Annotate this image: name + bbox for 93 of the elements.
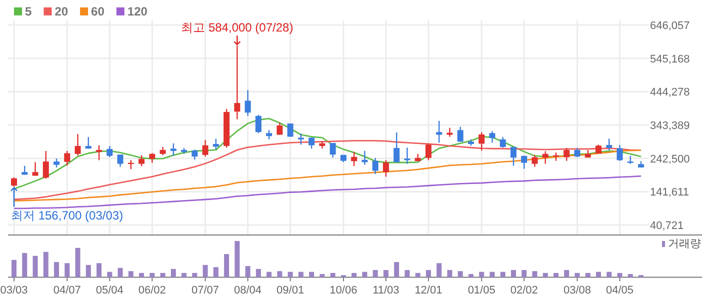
bar — [150, 272, 155, 278]
bar — [192, 272, 198, 278]
y-tick-label: 646,057 — [650, 20, 690, 32]
bar — [617, 272, 622, 278]
x-tick-label: 02/02 — [510, 284, 538, 296]
bar — [500, 272, 506, 278]
bar — [510, 270, 516, 278]
annotation: 최고 584,000 (07/28) — [181, 20, 294, 46]
y-tick-label: 444,278 — [650, 86, 690, 99]
legend-label: 20 — [54, 4, 68, 18]
bar — [128, 271, 134, 278]
bar — [12, 260, 16, 278]
x-tick-label: 01/05 — [468, 284, 496, 296]
legend-item: 20 — [44, 4, 68, 18]
bar — [479, 272, 484, 278]
x-tick-label: 06/02 — [138, 284, 166, 296]
bar — [553, 272, 558, 278]
x-tick-label: 11/03 — [372, 284, 400, 296]
x-tick-label: 04/05 — [606, 284, 634, 296]
x-tick-label: 04/07 — [53, 284, 81, 296]
bar — [96, 263, 102, 278]
bar — [139, 272, 144, 278]
bar — [22, 252, 28, 278]
x-tick-label: 12/01 — [414, 284, 442, 296]
x-tick-label: 08/04 — [234, 284, 262, 296]
bar — [75, 248, 80, 278]
legend-item: 120 — [116, 4, 148, 18]
bar — [362, 272, 368, 278]
bar — [266, 272, 272, 278]
y-tick-label: 545,168 — [650, 53, 690, 66]
annotation: 최저 156,700 (03/03) — [10, 186, 124, 223]
bar — [309, 272, 314, 278]
bar — [383, 270, 388, 278]
bar — [86, 264, 91, 278]
bar — [532, 271, 538, 278]
legend-item: 5 — [14, 4, 32, 18]
bar — [564, 270, 570, 278]
bar — [404, 270, 410, 278]
x-tick-label: 09/01 — [276, 284, 304, 296]
x-tick-label: 07/07 — [192, 284, 220, 296]
bar — [288, 272, 293, 278]
bar — [213, 267, 218, 278]
bar — [596, 272, 601, 278]
bar — [415, 272, 420, 278]
bar — [330, 272, 336, 278]
bar — [182, 272, 187, 278]
bar — [118, 268, 123, 278]
bar — [522, 270, 527, 278]
bar — [394, 262, 400, 278]
legend-item: 60 — [80, 4, 104, 18]
bar — [436, 263, 442, 278]
bar — [352, 272, 357, 278]
bar — [426, 270, 431, 278]
y-tick-label: 141,611 — [650, 186, 689, 199]
legend-label: 120 — [127, 4, 148, 18]
bar — [54, 262, 60, 278]
bar — [490, 272, 495, 278]
bar — [256, 268, 261, 278]
legend-label: 60 — [91, 4, 105, 18]
bar — [372, 270, 378, 278]
bar — [224, 254, 230, 278]
bar — [458, 271, 463, 278]
x-tick-label: 03/03 — [0, 284, 28, 296]
y-tick-label: 40,721 — [650, 220, 684, 232]
legend-label: 5 — [25, 4, 32, 18]
bar — [606, 272, 612, 278]
bar — [32, 256, 38, 278]
bar — [298, 272, 304, 278]
bar — [628, 274, 633, 278]
y-tick-label: 343,389 — [650, 120, 690, 132]
bar — [320, 274, 325, 278]
bar — [574, 272, 580, 278]
bar — [202, 264, 208, 278]
bar — [468, 274, 474, 278]
bar — [43, 252, 48, 278]
bar — [447, 270, 452, 278]
x-tick-label: 03/08 — [563, 284, 592, 296]
y-tick-label: 242,500 — [650, 153, 690, 166]
annotation: 최고 584,000 (07/28) — [181, 20, 294, 35]
bar — [277, 271, 282, 278]
bar — [585, 272, 590, 278]
bar — [245, 266, 250, 278]
annotation: 최저 156,700 (03/03) — [11, 208, 124, 223]
x-tick-label: 05/04 — [96, 284, 124, 296]
bar — [170, 268, 176, 278]
bar — [234, 241, 240, 278]
legend-label: 거래량 — [668, 238, 701, 250]
legend-item: 거래량 — [662, 238, 701, 250]
x-tick-label: 10/06 — [330, 284, 358, 296]
bar — [160, 272, 166, 278]
bar — [542, 272, 548, 278]
bar — [107, 272, 112, 278]
bar — [64, 263, 70, 278]
